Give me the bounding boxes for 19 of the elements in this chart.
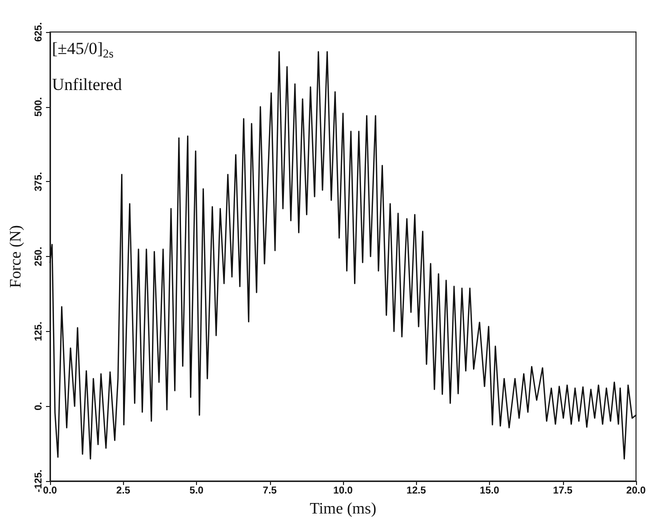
y-tick-label: 375. <box>34 172 44 192</box>
y-tick-label: 0. <box>34 402 44 410</box>
y-tick-label: 625. <box>34 22 44 42</box>
x-tick-label: 15.0 <box>480 486 500 496</box>
x-tick-label: 5.0 <box>190 486 204 496</box>
x-tick-label: 12.5 <box>406 486 426 496</box>
y-tick-label: -125. <box>34 469 44 492</box>
x-tick-label: 2.5 <box>116 486 131 496</box>
x-tick-label: 10.0 <box>333 486 354 496</box>
y-axis-title: Force (N) <box>8 225 24 288</box>
x-tick-label: 7.5 <box>262 486 278 496</box>
x-tick-label: 0.0 <box>43 486 58 496</box>
x-tick-label: 20.0 <box>626 486 646 496</box>
y-tick-label: 500. <box>34 96 44 117</box>
annotation: Unfiltered <box>52 75 122 94</box>
y-tick-label: 250. <box>34 246 44 266</box>
x-axis-title: Time (ms) <box>310 500 376 518</box>
y-tick-label: 125. <box>34 321 44 342</box>
x-tick-label: 17.5 <box>553 486 573 496</box>
